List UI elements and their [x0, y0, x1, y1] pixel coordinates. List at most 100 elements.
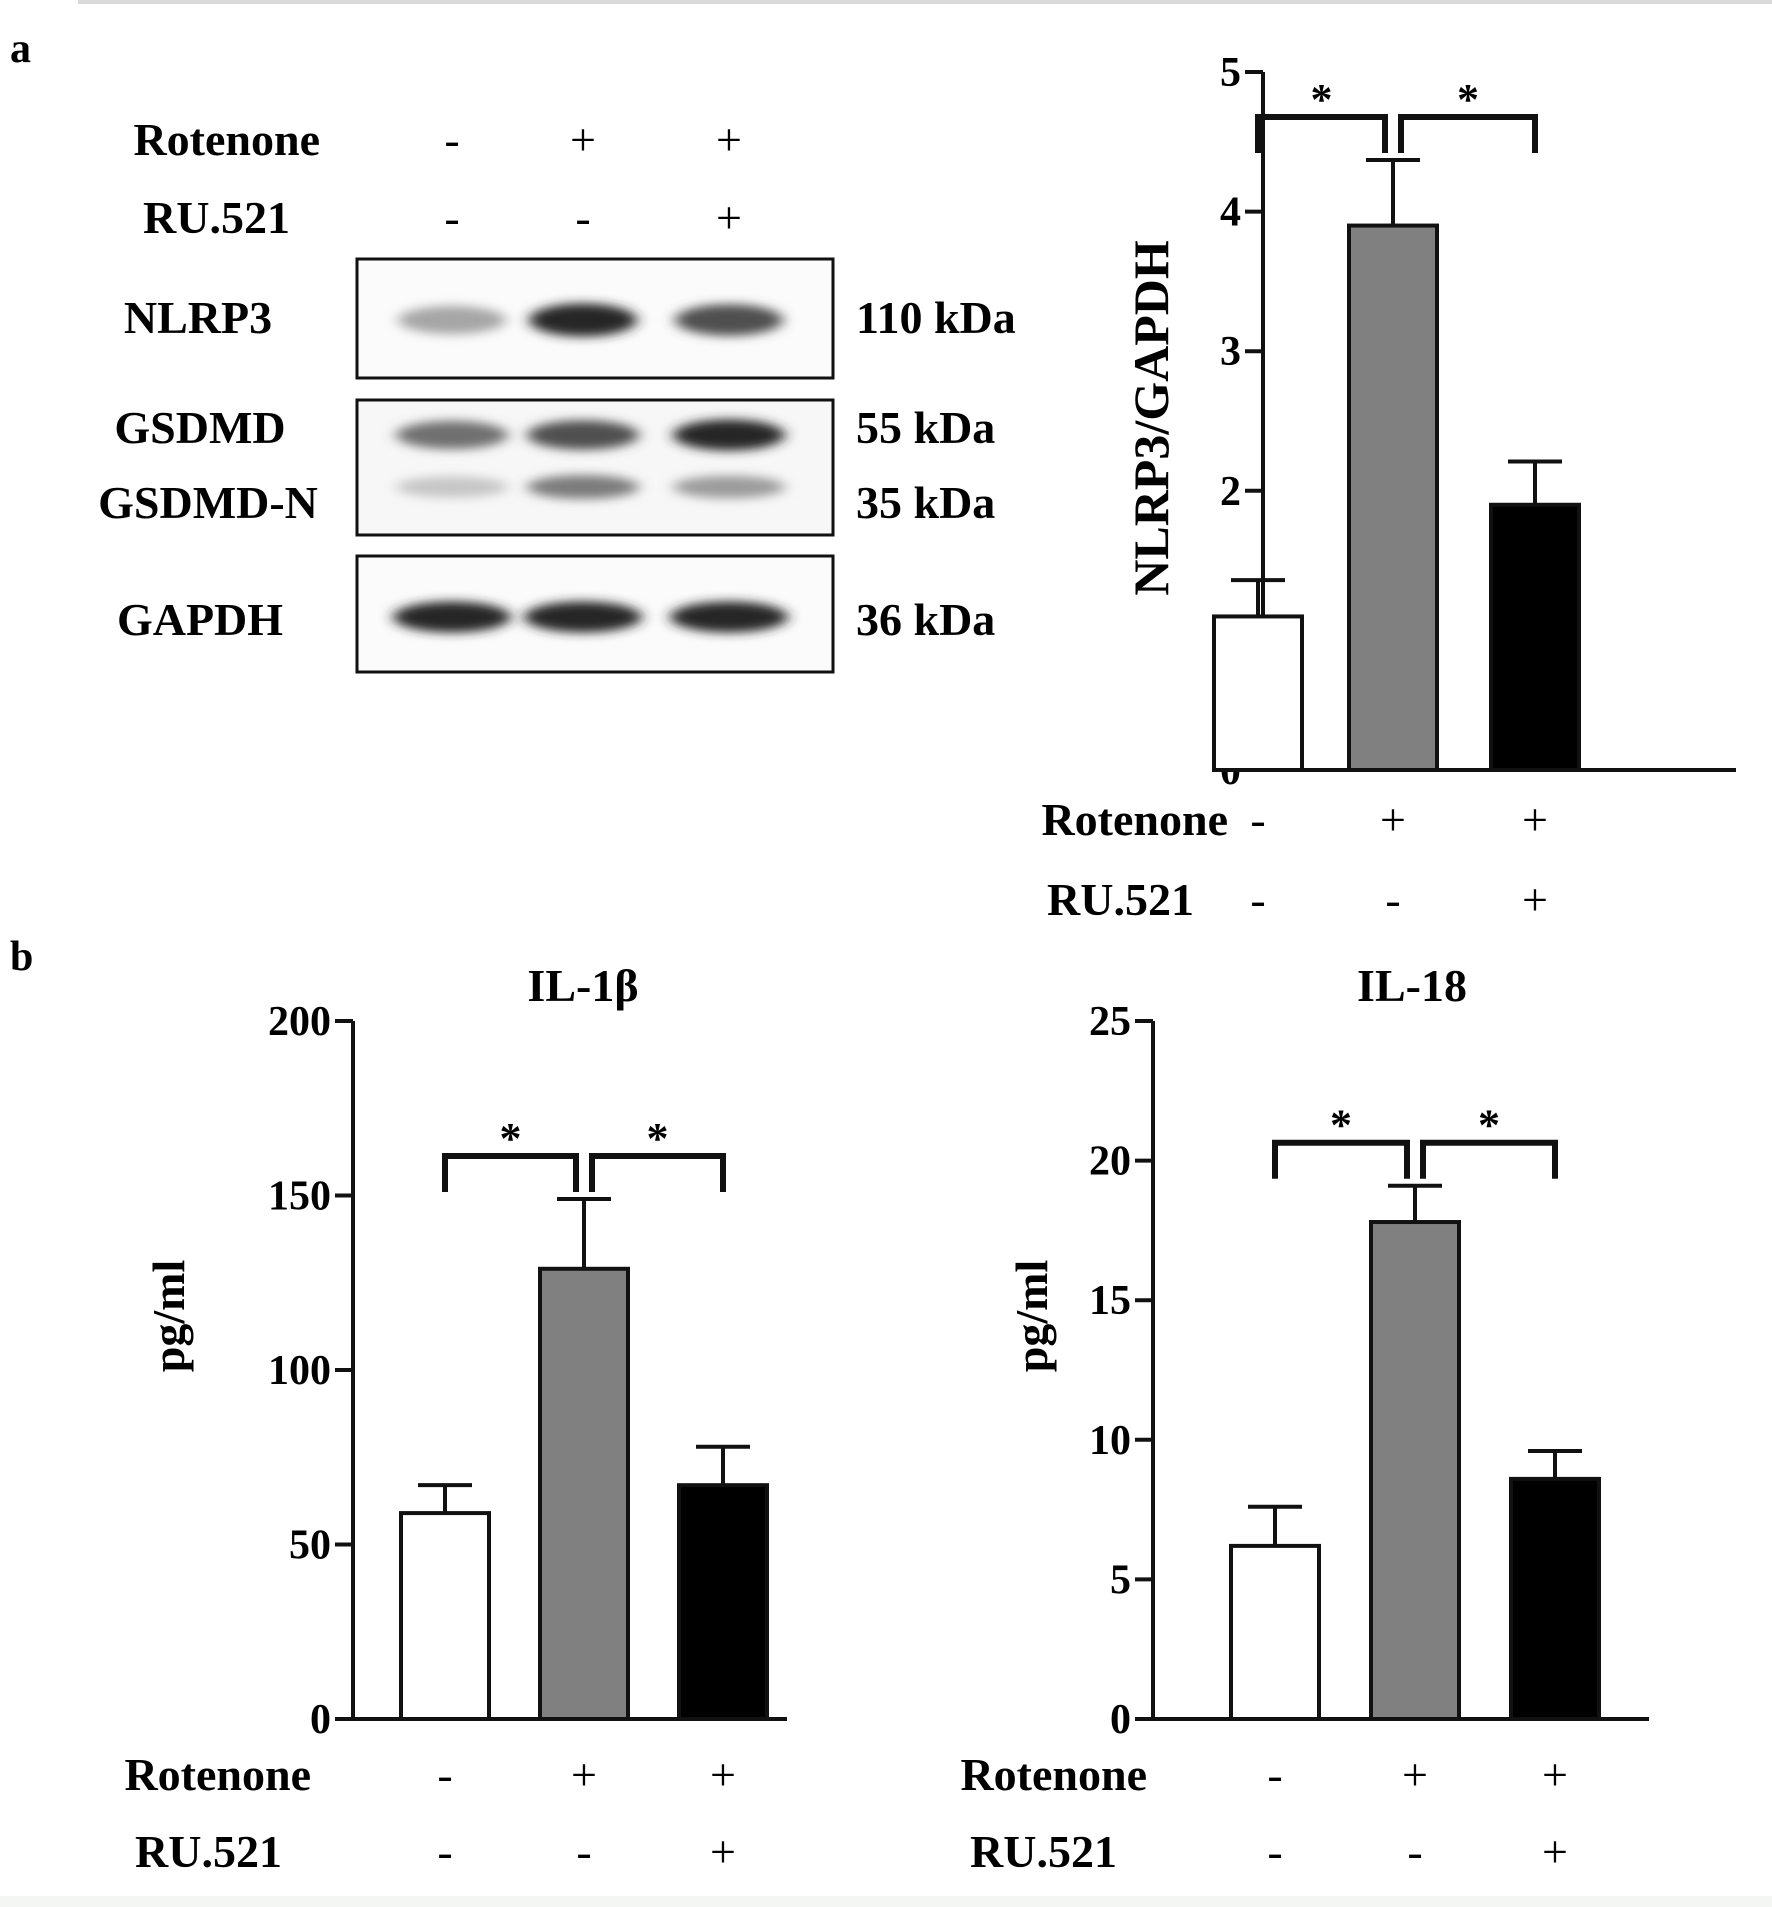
significance-label: *: [500, 1114, 522, 1163]
blot-sign-rotenone-1: -: [444, 114, 459, 165]
treatment-label: RU.521: [1047, 874, 1194, 925]
bar-1: [1229, 1543, 1321, 1721]
treatment-sign: -: [1267, 1749, 1282, 1800]
y-tick-label: 0: [1110, 1697, 1131, 1743]
y-tick-label: 3: [1220, 329, 1241, 375]
blot-sign-ru521-1: -: [444, 192, 459, 243]
treatment-label: RU.521: [135, 1826, 282, 1877]
y-tick-label: 5: [1110, 1557, 1131, 1603]
treatment-label: Rotenone: [124, 1749, 311, 1800]
blot-protein-label-gsdmd: GSDMD: [114, 402, 285, 453]
treatment-sign: +: [571, 1749, 597, 1800]
y-axis-label: NLRP3/GAPDH: [1123, 240, 1179, 596]
band-nlrp3-lane-3: [675, 304, 783, 336]
significance-label: *: [1311, 75, 1333, 124]
significance-bracket: [442, 1152, 579, 1192]
chart-il-1b: 0 50 100 150 200 pg/ml IL-1β * * Rotenone - + + RU.52…: [124, 960, 787, 1877]
y-tick-label: 15: [1089, 1278, 1131, 1324]
significance-bracket: [1398, 113, 1538, 153]
significance-label: *: [1330, 1101, 1352, 1150]
blot-size-nlrp3: 110 kDa: [856, 292, 1016, 343]
bar-2: [1347, 223, 1439, 772]
treatment-label: Rotenone: [1041, 794, 1228, 845]
y-tick-label: 150: [268, 1174, 331, 1220]
treatment-sign: -: [437, 1826, 452, 1877]
treatment-sign: -: [1250, 794, 1265, 845]
y-tick-label: 5: [1220, 50, 1241, 96]
band-nlrp3-lane-2: [529, 303, 637, 337]
blot-sign-ru521-3: +: [716, 192, 742, 243]
treatment-sign: -: [1385, 874, 1400, 925]
chart-il-18: 0 5 10 15 20 25 pg/ml IL-18 * * Rotenone - + + RU.521 -…: [960, 960, 1649, 1877]
bar-3: [1509, 1476, 1601, 1721]
treatment-sign: +: [1542, 1749, 1568, 1800]
blot-size-gapdh: 36 kDa: [856, 594, 995, 645]
western-blot: Rotenone RU.521 - + + - - + NLRP3 GSDMD …: [98, 114, 1016, 674]
band-nlrp3-lane-1: [398, 305, 506, 335]
chart-title: IL-1β: [527, 960, 638, 1011]
bar-2: [538, 1266, 630, 1722]
blot-box-gsdmd: [355, 398, 835, 537]
band-gsdmd-lane-3: [673, 419, 785, 451]
blot-protein-label-gapdh: GAPDH: [117, 594, 283, 645]
band-gapdh-lane-3: [670, 601, 788, 633]
bar-3: [677, 1483, 769, 1722]
treatment-sign: +: [1522, 794, 1548, 845]
treatment-sign: -: [437, 1749, 452, 1800]
treatment-sign: +: [1380, 794, 1406, 845]
significance-bracket: [1255, 113, 1388, 153]
panel-label-a: a: [10, 26, 31, 72]
y-tick-label: 10: [1089, 1418, 1131, 1464]
significance-label: *: [1457, 75, 1479, 124]
y-axis-label: pg/ml: [1006, 1260, 1057, 1372]
y-tick-label: 2: [1220, 469, 1241, 515]
top-rule: [78, 0, 1772, 4]
treatment-label: RU.521: [970, 1826, 1117, 1877]
treatment-label: Rotenone: [960, 1749, 1147, 1800]
bar-3: [1489, 502, 1581, 772]
y-tick-label: 50: [289, 1523, 331, 1569]
y-axis-label: pg/ml: [143, 1260, 194, 1372]
chart-title: IL-18: [1357, 960, 1467, 1011]
blot-protein-label-nlrp3: NLRP3: [124, 292, 272, 343]
band-gsdmd-lane-1: [396, 420, 508, 450]
band-gsdmd-n-lane-3: [673, 475, 785, 499]
band-gsdmd-n-lane-2: [527, 475, 639, 499]
y-tick-label: 200: [268, 999, 331, 1045]
treatment-sign: +: [1522, 874, 1548, 925]
band-gapdh-lane-1: [393, 601, 511, 633]
blot-protein-label-gsdmd-n: GSDMD-N: [98, 477, 318, 528]
y-tick-label: 25: [1089, 999, 1131, 1045]
blot-sign-rotenone-3: +: [716, 114, 742, 165]
y-tick-label: 4: [1220, 190, 1241, 236]
y-tick-label: 0: [310, 1697, 331, 1743]
bar-1: [399, 1511, 491, 1721]
treatment-sign: +: [710, 1826, 736, 1877]
treatment-sign: -: [1250, 874, 1265, 925]
band-gapdh-lane-2: [524, 601, 642, 633]
y-tick-label: 100: [268, 1348, 331, 1394]
y-tick-label: 20: [1089, 1139, 1131, 1185]
bottom-rule: [0, 1896, 1772, 1907]
band-gsdmd-n-lane-1: [396, 476, 508, 498]
panel-label-b: b: [10, 934, 33, 980]
blot-treatment-label-rotenone: Rotenone: [133, 114, 320, 165]
treatment-sign: +: [1402, 1749, 1428, 1800]
significance-label: *: [1478, 1101, 1500, 1150]
treatment-sign: +: [1542, 1826, 1568, 1877]
treatment-sign: -: [576, 1826, 591, 1877]
significance-bracket: [1272, 1139, 1410, 1179]
bar-1: [1212, 614, 1304, 772]
blot-treatment-label-ru521: RU.521: [143, 192, 290, 243]
chart-nlrp3-gapdh: 012345NLRP3/GAPDH**Rotenone-++RU.521--+: [1041, 50, 1736, 925]
blot-sign-ru521-2: -: [575, 192, 590, 243]
blot-size-gsdmd-n: 35 kDa: [856, 477, 995, 528]
treatment-sign: +: [710, 1749, 736, 1800]
significance-bracket: [1420, 1139, 1558, 1179]
significance-label: *: [647, 1114, 669, 1163]
bar-2: [1369, 1220, 1461, 1722]
blot-sign-rotenone-2: +: [570, 114, 596, 165]
significance-bracket: [589, 1152, 726, 1192]
band-gsdmd-lane-2: [527, 420, 639, 450]
